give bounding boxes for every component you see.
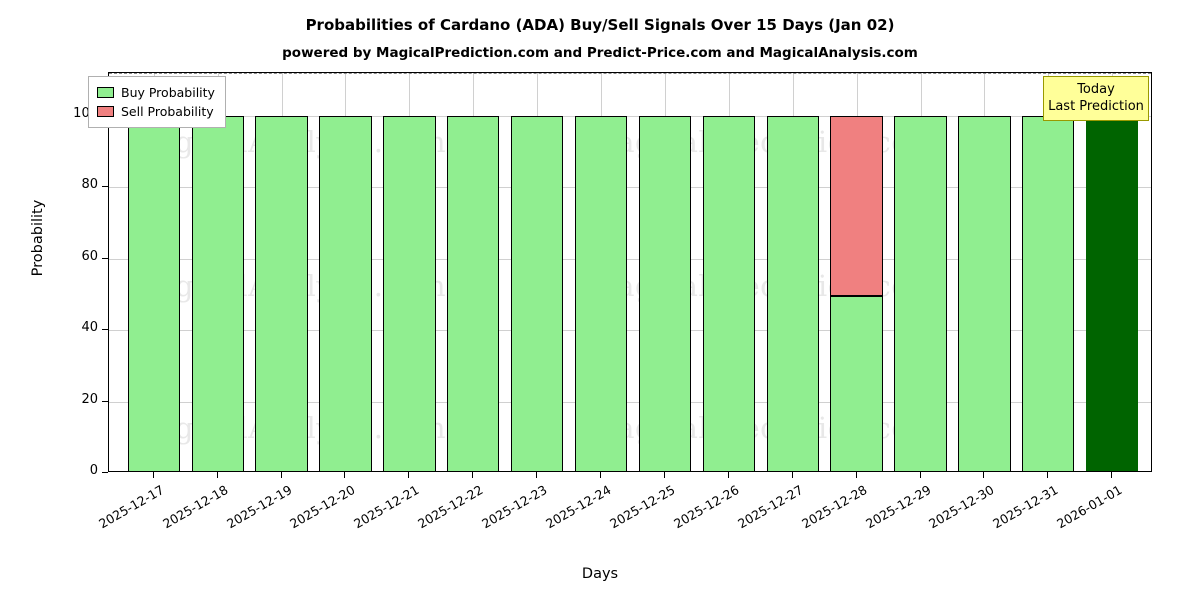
x-tick-mark	[983, 472, 985, 478]
bar-buy	[830, 296, 883, 471]
x-tick-mark	[280, 472, 282, 478]
bar-buy	[766, 115, 819, 471]
gridline-horizontal	[109, 401, 1151, 403]
x-tick-mark	[727, 472, 729, 478]
gridline-horizontal	[109, 187, 1151, 189]
x-tick-mark	[152, 472, 154, 478]
bar-buy	[319, 115, 372, 471]
bar-buy	[958, 115, 1011, 471]
today-annotation: Today Last Prediction	[1043, 76, 1149, 121]
bar-buy	[1085, 115, 1139, 471]
x-tick-mark	[408, 472, 410, 478]
gridline-horizontal	[109, 115, 1151, 117]
y-axis-label: Probability	[30, 199, 46, 277]
y-tick-mark	[102, 400, 108, 402]
y-tick-label: 20	[81, 391, 98, 407]
x-tick-mark	[791, 472, 793, 478]
legend-item-sell: Sell Probability	[97, 102, 215, 121]
today-annotation-line2: Last Prediction	[1048, 99, 1144, 114]
x-tick-mark	[472, 472, 474, 478]
x-tick-mark	[344, 472, 346, 478]
chart-title: Probabilities of Cardano (ADA) Buy/Sell …	[305, 16, 895, 34]
x-tick-mark	[1047, 472, 1049, 478]
y-tick-mark	[102, 186, 108, 188]
y-tick-mark	[102, 329, 108, 331]
reference-line	[109, 73, 1151, 74]
legend-swatch-buy	[97, 87, 114, 98]
bar-buy	[383, 115, 436, 471]
legend-swatch-sell	[97, 106, 114, 117]
legend-label-buy: Buy Probability	[121, 85, 215, 100]
bar-buy	[574, 115, 628, 471]
bar-buy	[255, 115, 308, 471]
bar-buy	[702, 115, 756, 471]
legend-label-sell: Sell Probability	[121, 104, 214, 119]
chart-legend: Buy Probability Sell Probability	[88, 76, 226, 128]
plot-area: MagicalAnalysis.comMagicalPrediction.com…	[108, 72, 1152, 472]
y-tick-label: 80	[81, 177, 98, 193]
x-tick-mark	[536, 472, 538, 478]
y-tick-label: 40	[81, 320, 98, 336]
x-tick-mark	[919, 472, 921, 478]
today-annotation-line1: Today	[1077, 82, 1115, 97]
y-tick-label: 60	[81, 248, 98, 264]
y-tick-label: 0	[89, 463, 98, 478]
y-tick-mark	[102, 472, 108, 473]
legend-item-buy: Buy Probability	[97, 83, 215, 102]
bar-buy	[638, 115, 692, 471]
x-tick-mark	[855, 472, 857, 478]
x-tick-mark	[663, 472, 665, 478]
bar-buy	[1022, 115, 1075, 471]
bar-buy	[127, 115, 180, 471]
chart-subtitle: powered by MagicalPrediction.com and Pre…	[282, 45, 918, 61]
bar-buy	[447, 115, 500, 471]
x-tick-mark	[600, 472, 602, 478]
gridline-horizontal	[109, 258, 1151, 260]
x-tick-mark	[1111, 472, 1113, 478]
bar-sell	[830, 115, 883, 297]
bar-buy	[510, 115, 564, 471]
gridline-horizontal	[109, 330, 1151, 332]
bar-buy	[191, 115, 244, 471]
y-tick-mark	[102, 257, 108, 259]
x-tick-mark	[216, 472, 218, 478]
bar-buy	[894, 115, 947, 471]
x-axis-label: Days	[581, 566, 619, 582]
